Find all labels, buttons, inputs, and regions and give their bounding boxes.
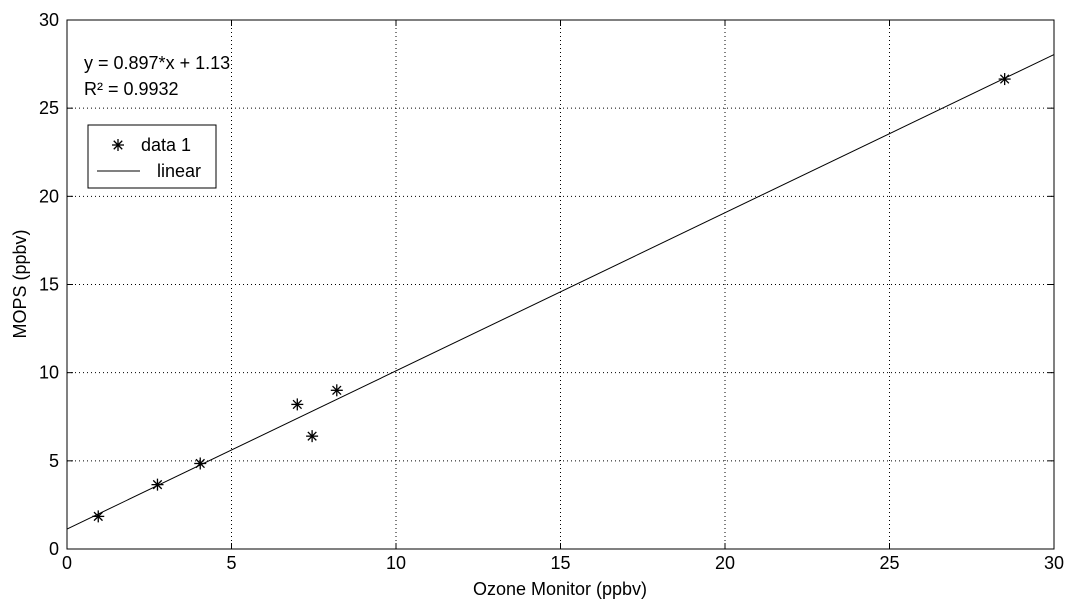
data-point-marker [306, 430, 319, 443]
y-tick-label: 10 [39, 363, 59, 383]
legend-marker-icon [112, 139, 124, 151]
data-points [92, 73, 1011, 523]
y-tick-label: 15 [39, 275, 59, 295]
x-tick-label: 20 [715, 553, 735, 573]
plot-frame [66, 19, 1055, 550]
y-tick-label: 25 [39, 98, 59, 118]
legend-label-linear: linear [157, 161, 201, 181]
y-tick-label: 20 [39, 186, 59, 206]
y-tick-label: 30 [39, 10, 59, 30]
data-point-marker [151, 478, 164, 491]
legend-label-data-1: data 1 [141, 135, 191, 155]
x-tick-label: 30 [1044, 553, 1064, 573]
data-point-marker [998, 73, 1011, 86]
y-tick-label: 5 [49, 451, 59, 471]
grid [67, 20, 1054, 549]
data-point-marker [92, 510, 105, 523]
equation-annotation: y = 0.897*x + 1.13 [84, 53, 230, 73]
fit-line-linear [66, 54, 1055, 530]
x-tick-label: 10 [386, 553, 406, 573]
x-tick-label: 0 [62, 553, 72, 573]
r-squared-annotation: R² = 0.9932 [84, 79, 179, 99]
data-point-marker [330, 384, 343, 397]
legend-box [87, 124, 217, 189]
x-tick-label: 15 [550, 553, 570, 573]
x-tick-label: 5 [226, 553, 236, 573]
y-axis-label: MOPS (ppbv) [10, 229, 30, 338]
legend: data 1 linear [87, 124, 217, 189]
data-point-marker [194, 457, 207, 470]
fit-line-layer [66, 54, 1055, 530]
y-tick-label: 0 [49, 539, 59, 559]
axis-ticks: 0 5 10 15 20 25 30 0 5 10 15 20 25 30 [39, 10, 1064, 573]
x-axis-label: Ozone Monitor (ppbv) [473, 579, 647, 599]
data-point-marker [291, 398, 304, 411]
x-tick-label: 25 [879, 553, 899, 573]
